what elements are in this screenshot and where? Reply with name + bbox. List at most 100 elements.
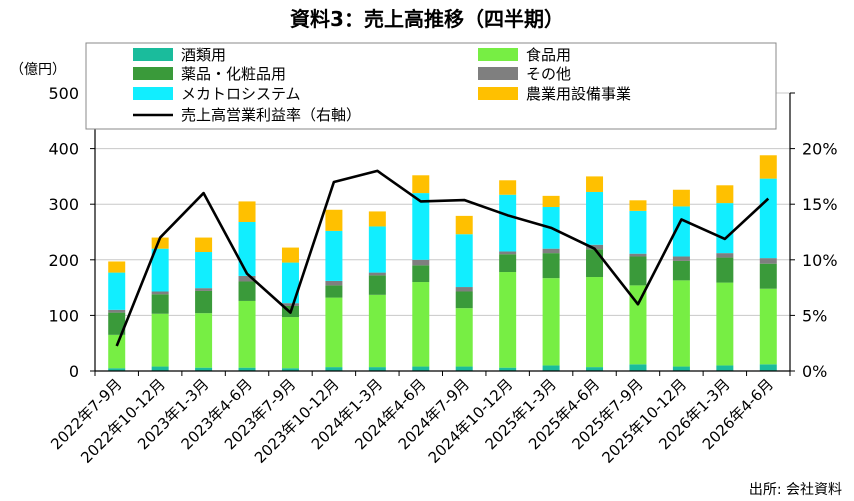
bar-segment — [108, 261, 126, 273]
bar-segment — [716, 365, 734, 371]
bar-segment — [629, 210, 647, 254]
bar-segment — [759, 288, 777, 365]
bar-segment — [499, 367, 517, 371]
bar-segment — [368, 294, 386, 368]
bar-segment — [281, 317, 299, 369]
y2-tick-label: 5% — [802, 306, 827, 325]
bar-segment — [412, 282, 430, 367]
legend-label: メカトロシステム — [181, 85, 301, 103]
bar-segment — [325, 280, 343, 286]
bar-segment — [586, 176, 604, 192]
bar-segment — [542, 248, 560, 254]
bar-segment — [759, 263, 777, 289]
operating-margin-line — [115, 169, 770, 347]
bar-segment — [716, 253, 734, 258]
bar-segment — [455, 234, 473, 288]
bar-segment — [499, 272, 517, 368]
legend-label: その他 — [526, 65, 571, 83]
legend-swatch — [478, 48, 518, 61]
y-tick-label: 100 — [48, 306, 79, 325]
bar-segment — [238, 281, 256, 301]
bar-segment — [672, 206, 690, 257]
bar-segment — [499, 180, 517, 195]
bar-segment — [195, 252, 213, 289]
bar-segment — [759, 155, 777, 179]
bar-segment — [542, 278, 560, 366]
bar-segment — [151, 237, 169, 249]
bar-segment — [455, 366, 473, 371]
bar-segment — [368, 272, 386, 276]
bar-segment — [108, 272, 126, 310]
bar-segment — [108, 309, 126, 313]
bar-segment — [716, 282, 734, 366]
bar-segment — [151, 291, 169, 295]
bar-segment — [455, 291, 473, 309]
legend-swatch — [133, 67, 173, 80]
bar-segment — [368, 211, 386, 227]
bar-segment — [151, 248, 169, 292]
legend-label: 酒類用 — [181, 46, 226, 64]
legend-swatch — [133, 48, 173, 61]
y-tick-label: 500 — [48, 84, 79, 103]
bar-segment — [586, 244, 604, 250]
y2-tick-label: 20% — [802, 140, 838, 159]
bar-segment — [238, 221, 256, 276]
x-axis-labels: 2022年7-9月2022年10-12月2023年1-3月2023年4-6月20… — [47, 375, 777, 467]
bar-segment — [325, 367, 343, 371]
bar-segment — [672, 189, 690, 207]
bar-segment — [151, 313, 169, 367]
y-tick-label: 0 — [69, 362, 79, 381]
bar-segment — [672, 366, 690, 371]
legend-box — [85, 42, 777, 130]
bar-segment — [629, 253, 647, 257]
stacked-bars — [108, 155, 777, 371]
bar-segment — [542, 253, 560, 279]
bar-segment — [412, 366, 430, 371]
bar-segment — [325, 297, 343, 368]
legend-label: 食品用 — [526, 46, 571, 64]
y-tick-label: 300 — [48, 195, 79, 214]
bar-segment — [759, 178, 777, 259]
bar-segment — [542, 365, 560, 371]
margin-line — [115, 169, 770, 347]
bar-segment — [759, 364, 777, 371]
bar-segment — [238, 275, 256, 282]
bar-segment — [629, 364, 647, 371]
bar-segment — [195, 290, 213, 314]
bar-segment — [151, 294, 169, 314]
bar-segment — [108, 368, 126, 371]
bar-segment — [325, 285, 343, 298]
bar-segment — [586, 249, 604, 278]
bar-segment — [238, 367, 256, 371]
bar-segment — [281, 368, 299, 371]
chart-title: 資料3：売上高推移（四半期） — [290, 7, 564, 31]
bar-segment — [629, 256, 647, 286]
y-tick-label: 400 — [48, 140, 79, 159]
legend-label: 農業用設備事業 — [526, 85, 631, 103]
bar-segment — [716, 185, 734, 204]
bar-segment — [672, 280, 690, 367]
bar-segment — [325, 209, 343, 231]
bar-segment — [368, 367, 386, 371]
y2-tick-label: 10% — [802, 251, 838, 270]
bar-segment — [455, 287, 473, 292]
bar-segment — [455, 215, 473, 235]
bar-segment — [586, 191, 604, 245]
bar-segment — [499, 251, 517, 255]
bar-segment — [542, 195, 560, 207]
bar-segment — [108, 334, 126, 369]
bar-segment — [368, 226, 386, 273]
bar-segment — [151, 366, 169, 371]
bar-segment — [108, 312, 126, 335]
left-axis-unit: （億円） — [10, 62, 66, 78]
bar-segment — [368, 275, 386, 295]
bar-segment — [716, 257, 734, 283]
bar-segment — [412, 175, 430, 194]
legend-label: 薬品・化粧品用 — [181, 65, 286, 83]
bar-segment — [629, 285, 647, 365]
bar-segment — [281, 262, 299, 304]
legend-swatch — [478, 67, 518, 80]
bar-segment — [586, 277, 604, 368]
bar-segment — [759, 258, 777, 264]
